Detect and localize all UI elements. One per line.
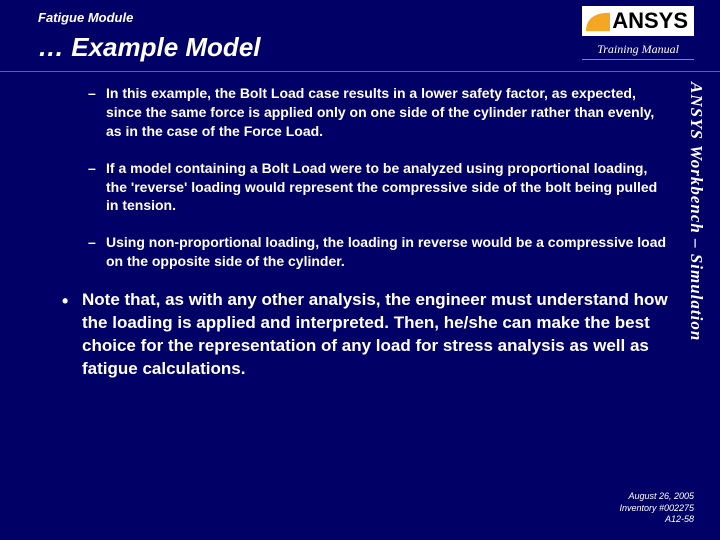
slide-footer: August 26, 2005 Inventory #002275 A12-58: [619, 491, 694, 526]
manual-label: Training Manual: [582, 42, 694, 60]
footer-date: August 26, 2005: [619, 491, 694, 503]
logo: ANSYS: [582, 6, 694, 36]
module-label: Fatigue Module: [38, 10, 133, 25]
sub-bullet-3: Using non-proportional loading, the load…: [88, 233, 668, 271]
logo-text: ANSYS: [612, 8, 688, 34]
sub-bullet-2: If a model containing a Bolt Load were t…: [88, 159, 668, 216]
slide-content: In this example, the Bolt Load case resu…: [48, 84, 668, 381]
footer-code: A12-58: [619, 514, 694, 526]
slide-header: Fatigue Module … Example Model ANSYS Tra…: [0, 0, 720, 72]
sidebar-vertical-text: ANSYS Workbench – Simulation: [686, 82, 706, 462]
ansys-swoosh-icon: [584, 9, 612, 33]
sub-bullet-1: In this example, the Bolt Load case resu…: [88, 84, 668, 141]
page-title: … Example Model: [38, 32, 261, 63]
footer-inventory: Inventory #002275: [619, 503, 694, 515]
main-bullet: Note that, as with any other analysis, t…: [62, 289, 668, 381]
logo-area: ANSYS Training Manual: [582, 6, 694, 60]
